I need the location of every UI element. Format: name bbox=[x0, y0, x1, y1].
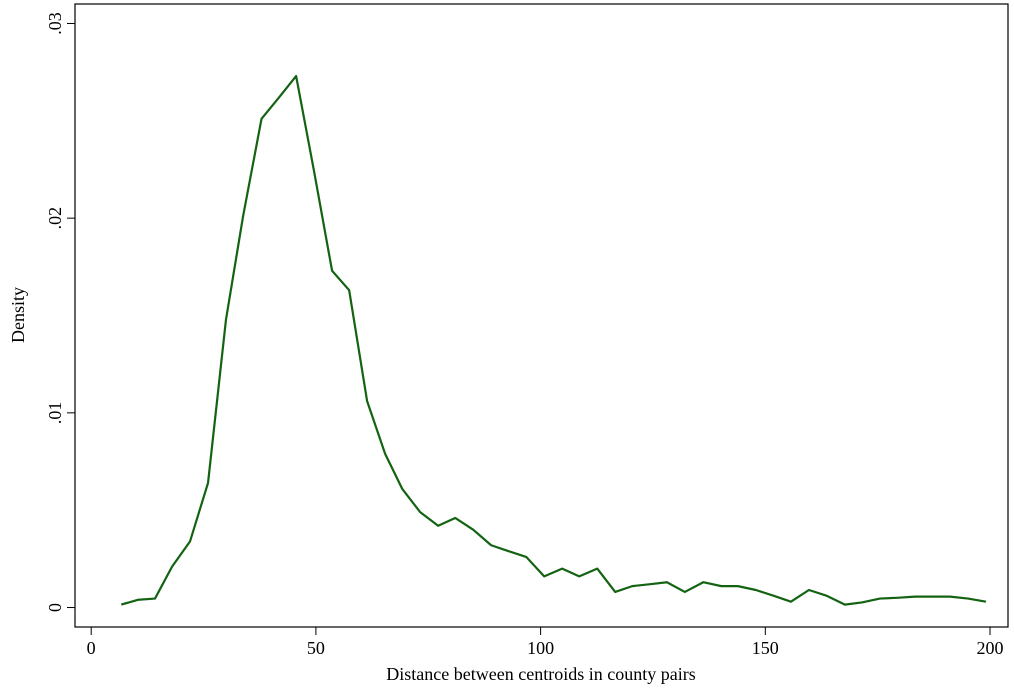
x-tick-label: 200 bbox=[977, 638, 1004, 658]
x-tick-label: 150 bbox=[752, 638, 779, 658]
y-tick-label: .03 bbox=[45, 12, 65, 35]
x-tick-label: 100 bbox=[527, 638, 554, 658]
y-axis-label: Density bbox=[8, 287, 28, 343]
x-tick-label: 50 bbox=[307, 638, 325, 658]
y-tick-label: .02 bbox=[45, 207, 65, 230]
y-tick-label: 0 bbox=[45, 603, 65, 612]
plot-frame bbox=[74, 3, 1009, 628]
x-tick-label: 0 bbox=[87, 638, 96, 658]
x-axis-label: Distance between centroids in county pai… bbox=[386, 664, 695, 684]
y-tick-label: .01 bbox=[45, 402, 65, 425]
data-line bbox=[120, 74, 987, 606]
